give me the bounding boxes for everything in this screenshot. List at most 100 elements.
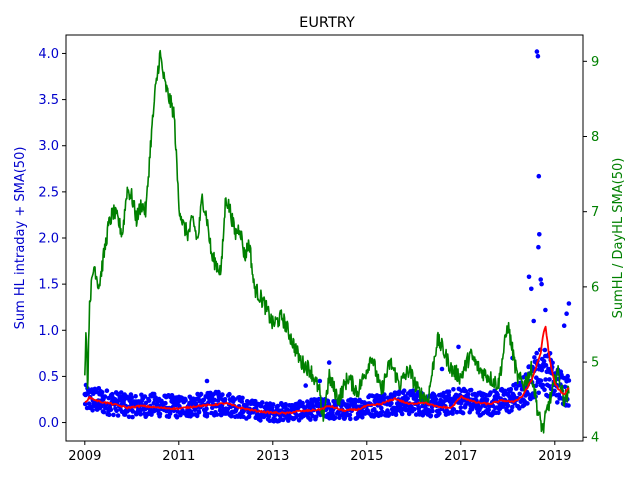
scatter-point <box>110 391 115 397</box>
scatter-point <box>313 414 319 420</box>
scatter-point <box>529 286 534 292</box>
scatter-point <box>458 405 464 410</box>
y-left-tick-label: 0.0 <box>38 416 59 431</box>
scatter-point <box>541 358 547 364</box>
scatter-point <box>540 382 546 388</box>
scatter-point <box>517 406 522 411</box>
scatter-point <box>381 395 387 401</box>
scatter-point <box>428 413 434 418</box>
scatter-point <box>174 414 180 420</box>
scatter-point <box>317 378 323 384</box>
y-axis-left-label: Sum HL intraday + SMA(50) <box>13 147 28 330</box>
scatter-point <box>397 389 402 394</box>
y-left-tick-label: 3.5 <box>38 93 59 108</box>
scatter-point <box>102 394 108 399</box>
scatter-point <box>536 390 541 396</box>
scatter-point <box>222 397 228 402</box>
scatter-point <box>513 386 519 391</box>
ratio-series <box>84 49 570 434</box>
scatter-point <box>547 377 552 382</box>
y-left-tick-label: 1.0 <box>38 324 59 339</box>
scatter-point <box>543 363 549 368</box>
chart-title: EURTRY <box>299 15 355 31</box>
y-right-tick-label: 9 <box>591 55 599 70</box>
scatter-point <box>232 397 238 402</box>
scatter-point <box>196 410 202 415</box>
y-right-tick-label: 8 <box>591 130 599 145</box>
scatter-point <box>258 418 263 423</box>
y-right-tick-label: 4 <box>591 431 599 446</box>
scatter-point <box>562 384 568 390</box>
scatter-point <box>389 400 394 406</box>
scatter-point <box>538 378 544 384</box>
scatter-point <box>261 414 267 420</box>
scatter-point <box>542 387 547 393</box>
scatter-point <box>488 390 493 395</box>
scatter-point <box>533 383 539 389</box>
x-tick-label: 2011 <box>162 449 195 464</box>
scatter-point <box>451 387 456 392</box>
scatter-point <box>510 404 515 410</box>
scatter-point <box>177 403 182 409</box>
scatter-point <box>405 396 411 401</box>
scatter-point <box>399 411 405 417</box>
scatter-point <box>379 405 384 411</box>
y-left-tick-label: 4.0 <box>38 47 59 62</box>
scatter-point <box>214 412 220 417</box>
scatter-point <box>130 414 135 420</box>
scatter-point <box>142 394 148 399</box>
scatter-point <box>446 389 452 395</box>
scatter-point <box>433 396 439 402</box>
scatter-point <box>126 414 132 420</box>
scatter-point <box>532 355 537 360</box>
scatter-point <box>379 409 385 415</box>
scatter-point <box>183 398 188 403</box>
scatter-point <box>561 323 567 329</box>
scatter-point <box>146 398 152 403</box>
scatter-point <box>406 411 412 417</box>
scatter-point <box>539 367 545 373</box>
scatter-point <box>270 402 276 407</box>
scatter-point <box>157 411 163 417</box>
scatter-point <box>536 173 542 179</box>
scatter-point <box>138 412 143 417</box>
scatter-point <box>283 402 288 407</box>
scatter-point <box>505 403 511 409</box>
scatter-point <box>115 413 121 418</box>
scatter-point <box>555 400 560 405</box>
scatter-point <box>205 411 210 417</box>
y-left-tick-label: 2.5 <box>38 185 59 200</box>
scatter-point <box>484 397 490 402</box>
scatter-point <box>300 400 305 406</box>
scatter-point <box>542 347 548 353</box>
scatter-point <box>212 397 217 403</box>
scatter-point <box>129 395 134 401</box>
scatter-point <box>535 53 541 59</box>
scatter-point <box>460 410 466 416</box>
scatter-point <box>216 389 221 395</box>
scatter-point <box>260 400 265 405</box>
y-axis-right: 4 5 6 7 8 9 <box>583 55 599 446</box>
y-left-tick-label: 1.5 <box>38 278 59 293</box>
scatter-point <box>198 391 204 397</box>
x-axis: 2009 2011 2013 2015 2017 2019 <box>68 441 571 464</box>
x-tick-label: 2009 <box>68 449 101 464</box>
scatter-point <box>534 350 539 356</box>
y-left-tick-label: 3.0 <box>38 139 59 154</box>
scatter-point <box>337 413 343 418</box>
scatter-point <box>348 416 353 422</box>
scatter-point <box>194 413 200 419</box>
scatter-point <box>413 412 419 417</box>
scatter-point <box>534 49 540 54</box>
scatter-point <box>308 417 313 422</box>
scatter-point <box>543 307 548 313</box>
scatter-point <box>332 415 338 421</box>
scatter-point <box>451 407 457 412</box>
scatter-point <box>525 401 530 406</box>
scatter-point <box>416 405 422 411</box>
scatter-point <box>430 408 435 414</box>
scatter-point <box>294 413 300 418</box>
scatter-point <box>525 391 531 397</box>
sma-line <box>84 325 570 415</box>
